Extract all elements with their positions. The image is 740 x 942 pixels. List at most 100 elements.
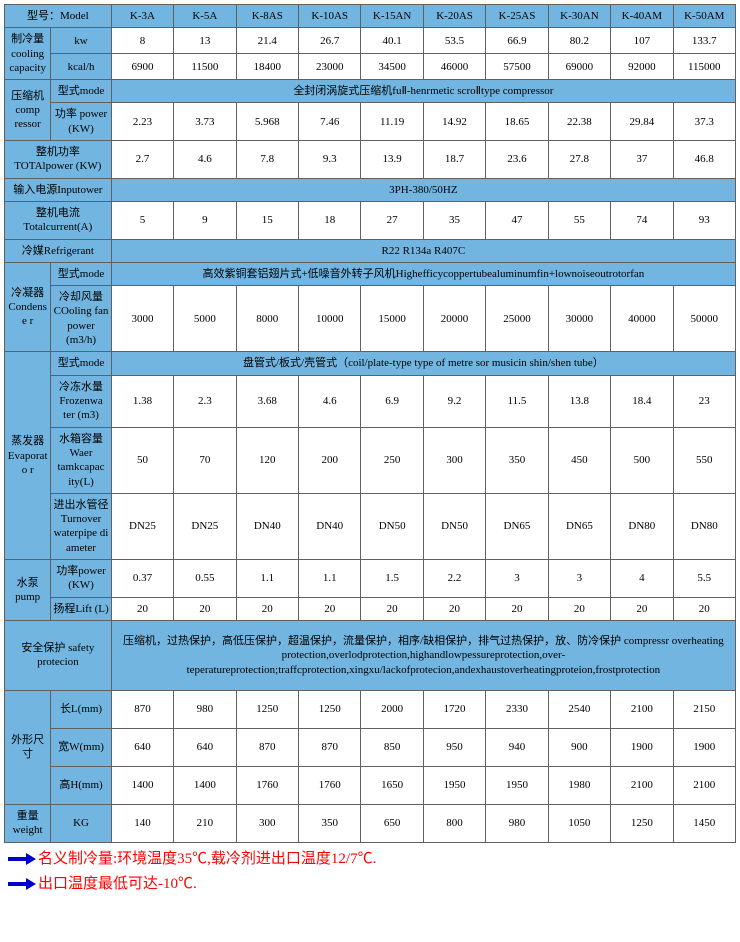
row-length: 外形尺寸 长L(mm) 870 980 1250 1250 2000 1720 … bbox=[5, 690, 736, 728]
cell: 93 bbox=[673, 201, 735, 239]
evaporator-mode-text: 盘管式/板式/壳管式（coil/plate-type type of metre… bbox=[111, 352, 735, 375]
cell: 23000 bbox=[299, 54, 361, 80]
row-refrigerant: 冷媒Refrigerant R22 R134a R407C bbox=[5, 239, 736, 262]
cell: 37.3 bbox=[673, 103, 735, 141]
row-width: 宽W(mm) 640 640 870 870 850 950 940 900 1… bbox=[5, 728, 736, 766]
label-mode: 型式mode bbox=[51, 262, 111, 285]
cell: DN25 bbox=[174, 493, 236, 559]
cell: 20 bbox=[111, 597, 173, 620]
cell: 18.65 bbox=[486, 103, 548, 141]
cell: 18 bbox=[299, 201, 361, 239]
row-water-pipe: 进出水管径 Turnover waterpipe di ameter DN25 … bbox=[5, 493, 736, 559]
cell: 18400 bbox=[236, 54, 298, 80]
cell: 53.5 bbox=[423, 28, 485, 54]
cell: 40.1 bbox=[361, 28, 423, 54]
cell: 20 bbox=[611, 597, 673, 620]
label-condenser: 冷凝器 Condense r bbox=[5, 262, 51, 351]
cell: 870 bbox=[299, 728, 361, 766]
cell: 1250 bbox=[236, 690, 298, 728]
cell: 4.6 bbox=[299, 375, 361, 427]
cell: DN50 bbox=[423, 493, 485, 559]
cell: 940 bbox=[486, 728, 548, 766]
cell: 1.1 bbox=[299, 560, 361, 598]
cell: 29.84 bbox=[611, 103, 673, 141]
cell: 20 bbox=[673, 597, 735, 620]
cell: 9 bbox=[174, 201, 236, 239]
row-evaporator-mode: 蒸发器 Evaporato r 型式mode 盘管式/板式/壳管式（coil/p… bbox=[5, 352, 736, 375]
label-length: 长L(mm) bbox=[51, 690, 111, 728]
cell: 70 bbox=[174, 427, 236, 493]
cell: 1250 bbox=[611, 804, 673, 842]
label-mode: 型式mode bbox=[51, 352, 111, 375]
input-power-text: 3PH-380/50HZ bbox=[111, 178, 735, 201]
cell: 1400 bbox=[174, 766, 236, 804]
cell: 870 bbox=[236, 728, 298, 766]
cell: 21.4 bbox=[236, 28, 298, 54]
cell: DN65 bbox=[548, 493, 610, 559]
cell: 55 bbox=[548, 201, 610, 239]
cell: 13.8 bbox=[548, 375, 610, 427]
cell: 2150 bbox=[673, 690, 735, 728]
label-total-current: 整机电流 Totalcurrent(A) bbox=[5, 201, 112, 239]
cell: 40000 bbox=[611, 286, 673, 352]
row-total-current: 整机电流 Totalcurrent(A) 5 9 15 18 27 35 47 … bbox=[5, 201, 736, 239]
cell: 1400 bbox=[111, 766, 173, 804]
model-cell: K-8AS bbox=[236, 5, 298, 28]
footnote-2-text: 出口温度最低可达-10℃. bbox=[38, 876, 197, 892]
cell: 800 bbox=[423, 804, 485, 842]
label-model: 型号：Model bbox=[5, 5, 112, 28]
row-cooling-fan: 冷却风量 COoling fan power (m3/h) 3000 5000 … bbox=[5, 286, 736, 352]
condenser-mode-text: 高效紫铜套铝翅片式+低噪音外转子风机Highefficycoppertubeal… bbox=[111, 262, 735, 285]
label-kw: kw bbox=[51, 28, 111, 54]
safety-text: 压缩机，过热保护，高低压保护，超温保护，流量保护，相序/缺相保护，排气过热保护，… bbox=[111, 620, 735, 690]
model-cell: K-5A bbox=[174, 5, 236, 28]
cell: 3.73 bbox=[174, 103, 236, 141]
cell: 2.3 bbox=[174, 375, 236, 427]
cell: 23 bbox=[673, 375, 735, 427]
cell: 57500 bbox=[486, 54, 548, 80]
cell: 8 bbox=[111, 28, 173, 54]
label-lift: 扬程Lift (L) bbox=[51, 597, 111, 620]
cell: 5 bbox=[111, 201, 173, 239]
cell: 0.37 bbox=[111, 560, 173, 598]
cell: 980 bbox=[486, 804, 548, 842]
row-input-power: 输入电源Inputower 3PH-380/50HZ bbox=[5, 178, 736, 201]
cell: 3 bbox=[486, 560, 548, 598]
cell: 1720 bbox=[423, 690, 485, 728]
cell: 8000 bbox=[236, 286, 298, 352]
cell: 4.6 bbox=[174, 141, 236, 179]
cell: 210 bbox=[174, 804, 236, 842]
refrigerant-text: R22 R134a R407C bbox=[111, 239, 735, 262]
row-tank-capacity: 水箱容量 Waer tamkcapac ity(L) 50 70 120 200… bbox=[5, 427, 736, 493]
label-refrigerant: 冷媒Refrigerant bbox=[5, 239, 112, 262]
cell: 1760 bbox=[299, 766, 361, 804]
cell: 15 bbox=[236, 201, 298, 239]
row-kw: 制冷量 cooling capacity kw 8 13 21.4 26.7 4… bbox=[5, 28, 736, 54]
spec-table: 型号：Model K-3A K-5A K-8AS K-10AS K-15AN K… bbox=[4, 4, 736, 843]
cell: 15000 bbox=[361, 286, 423, 352]
cell: 1760 bbox=[236, 766, 298, 804]
cell: 27.8 bbox=[548, 141, 610, 179]
cell: 980 bbox=[174, 690, 236, 728]
compressor-mode-text: 全封闭涡旋式压缩机fuⅡ-henrmetic scroⅡtype compres… bbox=[111, 80, 735, 103]
cell: 9.3 bbox=[299, 141, 361, 179]
cell: 11.5 bbox=[486, 375, 548, 427]
cell: 2.7 bbox=[111, 141, 173, 179]
row-lift: 扬程Lift (L) 20 20 20 20 20 20 20 20 20 20 bbox=[5, 597, 736, 620]
cell: 1050 bbox=[548, 804, 610, 842]
cell: 35 bbox=[423, 201, 485, 239]
cell: 350 bbox=[486, 427, 548, 493]
cell: 640 bbox=[111, 728, 173, 766]
cell: 1.38 bbox=[111, 375, 173, 427]
row-frozen-water: 冷冻水量 Frozenwa ter (m3) 1.38 2.3 3.68 4.6… bbox=[5, 375, 736, 427]
cell: 46000 bbox=[423, 54, 485, 80]
arrow-right-icon bbox=[8, 854, 36, 864]
cell: 850 bbox=[361, 728, 423, 766]
row-kcalh: kcal/h 6900 11500 18400 23000 34500 4600… bbox=[5, 54, 736, 80]
row-model-header: 型号：Model K-3A K-5A K-8AS K-10AS K-15AN K… bbox=[5, 5, 736, 28]
cell: 1.5 bbox=[361, 560, 423, 598]
cell: 20 bbox=[486, 597, 548, 620]
cell: 37 bbox=[611, 141, 673, 179]
cell: 7.8 bbox=[236, 141, 298, 179]
cell: 3000 bbox=[111, 286, 173, 352]
